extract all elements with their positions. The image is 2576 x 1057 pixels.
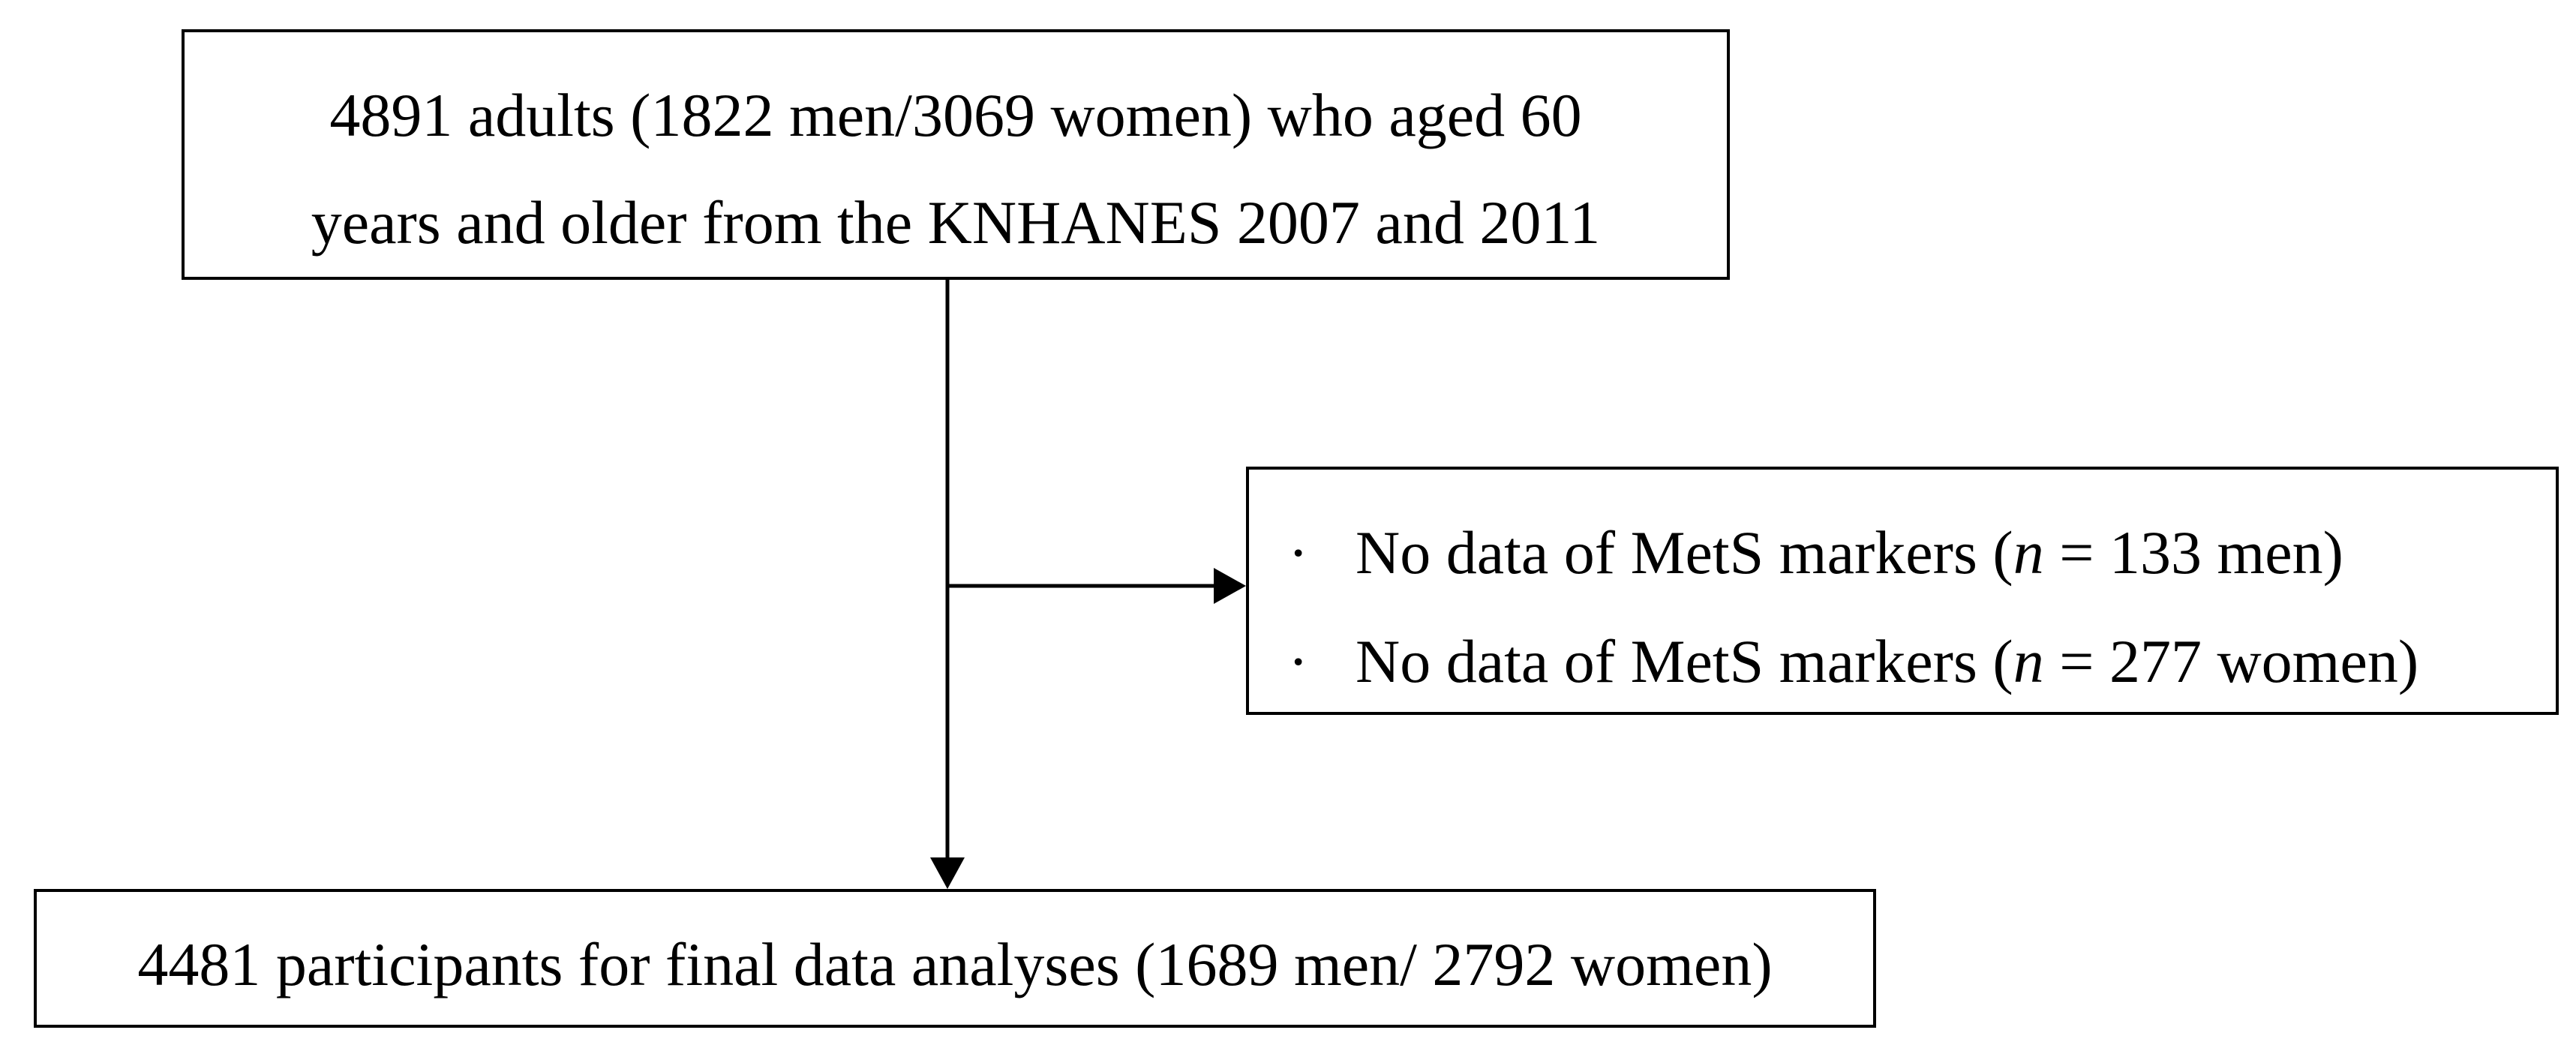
bullet-dot-icon: · bbox=[1288, 518, 1309, 587]
exclusion-men-prefix: No data of MetS markers ( bbox=[1356, 518, 2013, 587]
right-arrowhead-icon bbox=[1214, 568, 1246, 604]
flow-box-final-sample: 4481 participants for final data analyse… bbox=[34, 889, 1876, 1028]
exclusion-women-prefix: No data of MetS markers ( bbox=[1356, 626, 2013, 695]
exclusion-item-men: · No data of MetS markers (n = 133 men) bbox=[1288, 498, 2541, 607]
exclusion-women-n-symbol: n bbox=[2013, 626, 2044, 695]
flow-box-initial-sample: 4891 adults (1822 men/3069 women) who ag… bbox=[182, 29, 1730, 280]
final-sample-text: 4481 participants for final data analyse… bbox=[137, 929, 1773, 998]
bullet-dot-icon: · bbox=[1288, 626, 1309, 695]
exclusion-item-women: · No data of MetS markers (n = 277 women) bbox=[1288, 607, 2541, 716]
flow-box-exclusions: · No data of MetS markers (n = 133 men) ·… bbox=[1246, 467, 2559, 715]
down-arrowhead-icon bbox=[930, 857, 965, 889]
initial-sample-text-line2: years and older from the KNHANES 2007 an… bbox=[311, 188, 1601, 257]
exclusion-men-suffix: = 133 men) bbox=[2043, 518, 2343, 587]
initial-sample-text-line1: 4891 adults (1822 men/3069 women) who ag… bbox=[329, 81, 1582, 149]
exclusion-women-suffix: = 277 women) bbox=[2043, 626, 2419, 695]
exclusion-men-n-symbol: n bbox=[2013, 518, 2044, 587]
